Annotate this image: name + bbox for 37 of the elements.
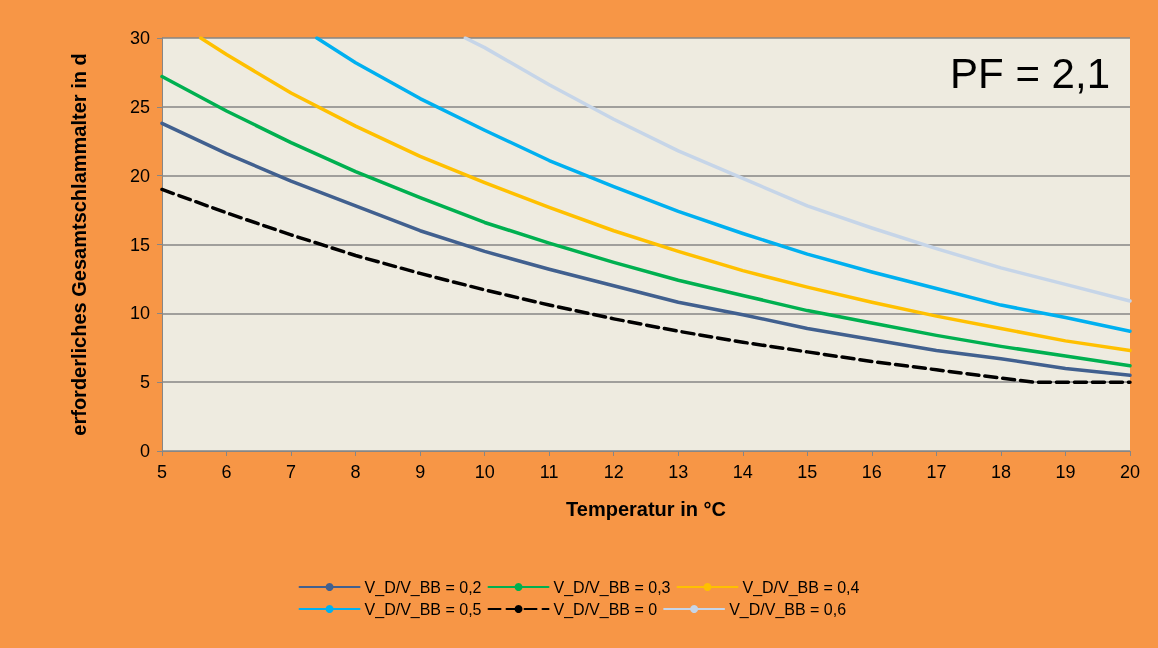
legend-label: V_D/V_BB = 0,4: [742, 578, 860, 597]
x-tick-label: 18: [990, 462, 1011, 482]
line-series: [198, 36, 1132, 353]
line-series: [160, 121, 1132, 378]
x-tick-label: 16: [861, 462, 882, 482]
x-tick-label: 13: [668, 462, 689, 482]
x-axis-title: Temperatur in °C: [566, 498, 726, 520]
legend-label: V_D/V_BB = 0: [553, 600, 658, 619]
y-tick-label: 10: [129, 303, 150, 324]
x-tick-label: 14: [732, 462, 753, 482]
legend-label: V_D/V_BB = 0,6: [729, 600, 847, 619]
annotation: PF = 2,1: [950, 49, 1110, 97]
x-tick-label: 12: [603, 462, 624, 482]
x-tick-label: 10: [474, 462, 495, 482]
x-tick-label: 17: [926, 462, 947, 482]
x-tick-label: 8: [350, 462, 361, 482]
x-tick-label: 6: [221, 462, 232, 482]
line-series: [463, 36, 1132, 303]
legend-label: V_D/V_BB = 0,3: [553, 578, 671, 597]
x-tick-label: 11: [539, 462, 559, 482]
x-tick-label: 9: [415, 462, 426, 482]
line-series: [315, 36, 1132, 333]
x-tick-label: 7: [286, 462, 297, 482]
y-tick-label: 20: [129, 165, 150, 186]
y-tick-label: 30: [129, 28, 150, 48]
x-tick-label: 5: [156, 462, 168, 482]
y-tick-label: 25: [129, 96, 150, 117]
line-series: [160, 187, 1132, 384]
x-tick-label: 19: [1055, 462, 1076, 482]
x-tick-label: 15: [797, 462, 818, 482]
y-tick-label: 15: [129, 234, 150, 255]
legend-label: V_D/V_BB = 0,2: [364, 578, 482, 597]
y-tick-label: 5: [139, 372, 150, 393]
legend-label: V_D/V_BB = 0,5: [364, 600, 482, 619]
x-tick-label: 20: [1119, 462, 1141, 482]
y-axis-title: erforderliches Gesamtschlammalter in d: [68, 53, 90, 436]
y-tick-label: 0: [139, 441, 150, 461]
